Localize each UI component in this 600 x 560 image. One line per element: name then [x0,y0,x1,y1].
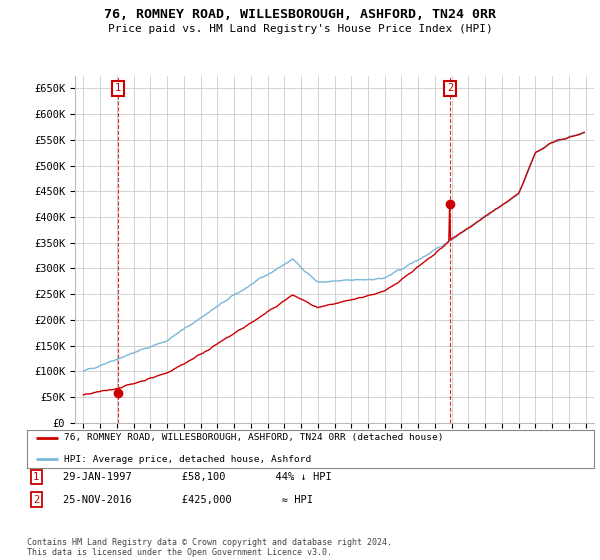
Text: 76, ROMNEY ROAD, WILLESBOROUGH, ASHFORD, TN24 0RR (detached house): 76, ROMNEY ROAD, WILLESBOROUGH, ASHFORD,… [64,433,443,442]
Text: Contains HM Land Registry data © Crown copyright and database right 2024.
This d: Contains HM Land Registry data © Crown c… [27,538,392,557]
Text: 1: 1 [33,472,39,482]
Text: HPI: Average price, detached house, Ashford: HPI: Average price, detached house, Ashf… [64,455,311,464]
Text: 76, ROMNEY ROAD, WILLESBOROUGH, ASHFORD, TN24 0RR: 76, ROMNEY ROAD, WILLESBOROUGH, ASHFORD,… [104,8,496,21]
Text: 2: 2 [447,83,453,94]
Text: Price paid vs. HM Land Registry's House Price Index (HPI): Price paid vs. HM Land Registry's House … [107,24,493,34]
Text: 29-JAN-1997        £58,100        44% ↓ HPI: 29-JAN-1997 £58,100 44% ↓ HPI [63,472,332,482]
Text: 25-NOV-2016        £425,000        ≈ HPI: 25-NOV-2016 £425,000 ≈ HPI [63,494,313,505]
Text: 1: 1 [115,83,121,94]
Text: 2: 2 [33,494,39,505]
